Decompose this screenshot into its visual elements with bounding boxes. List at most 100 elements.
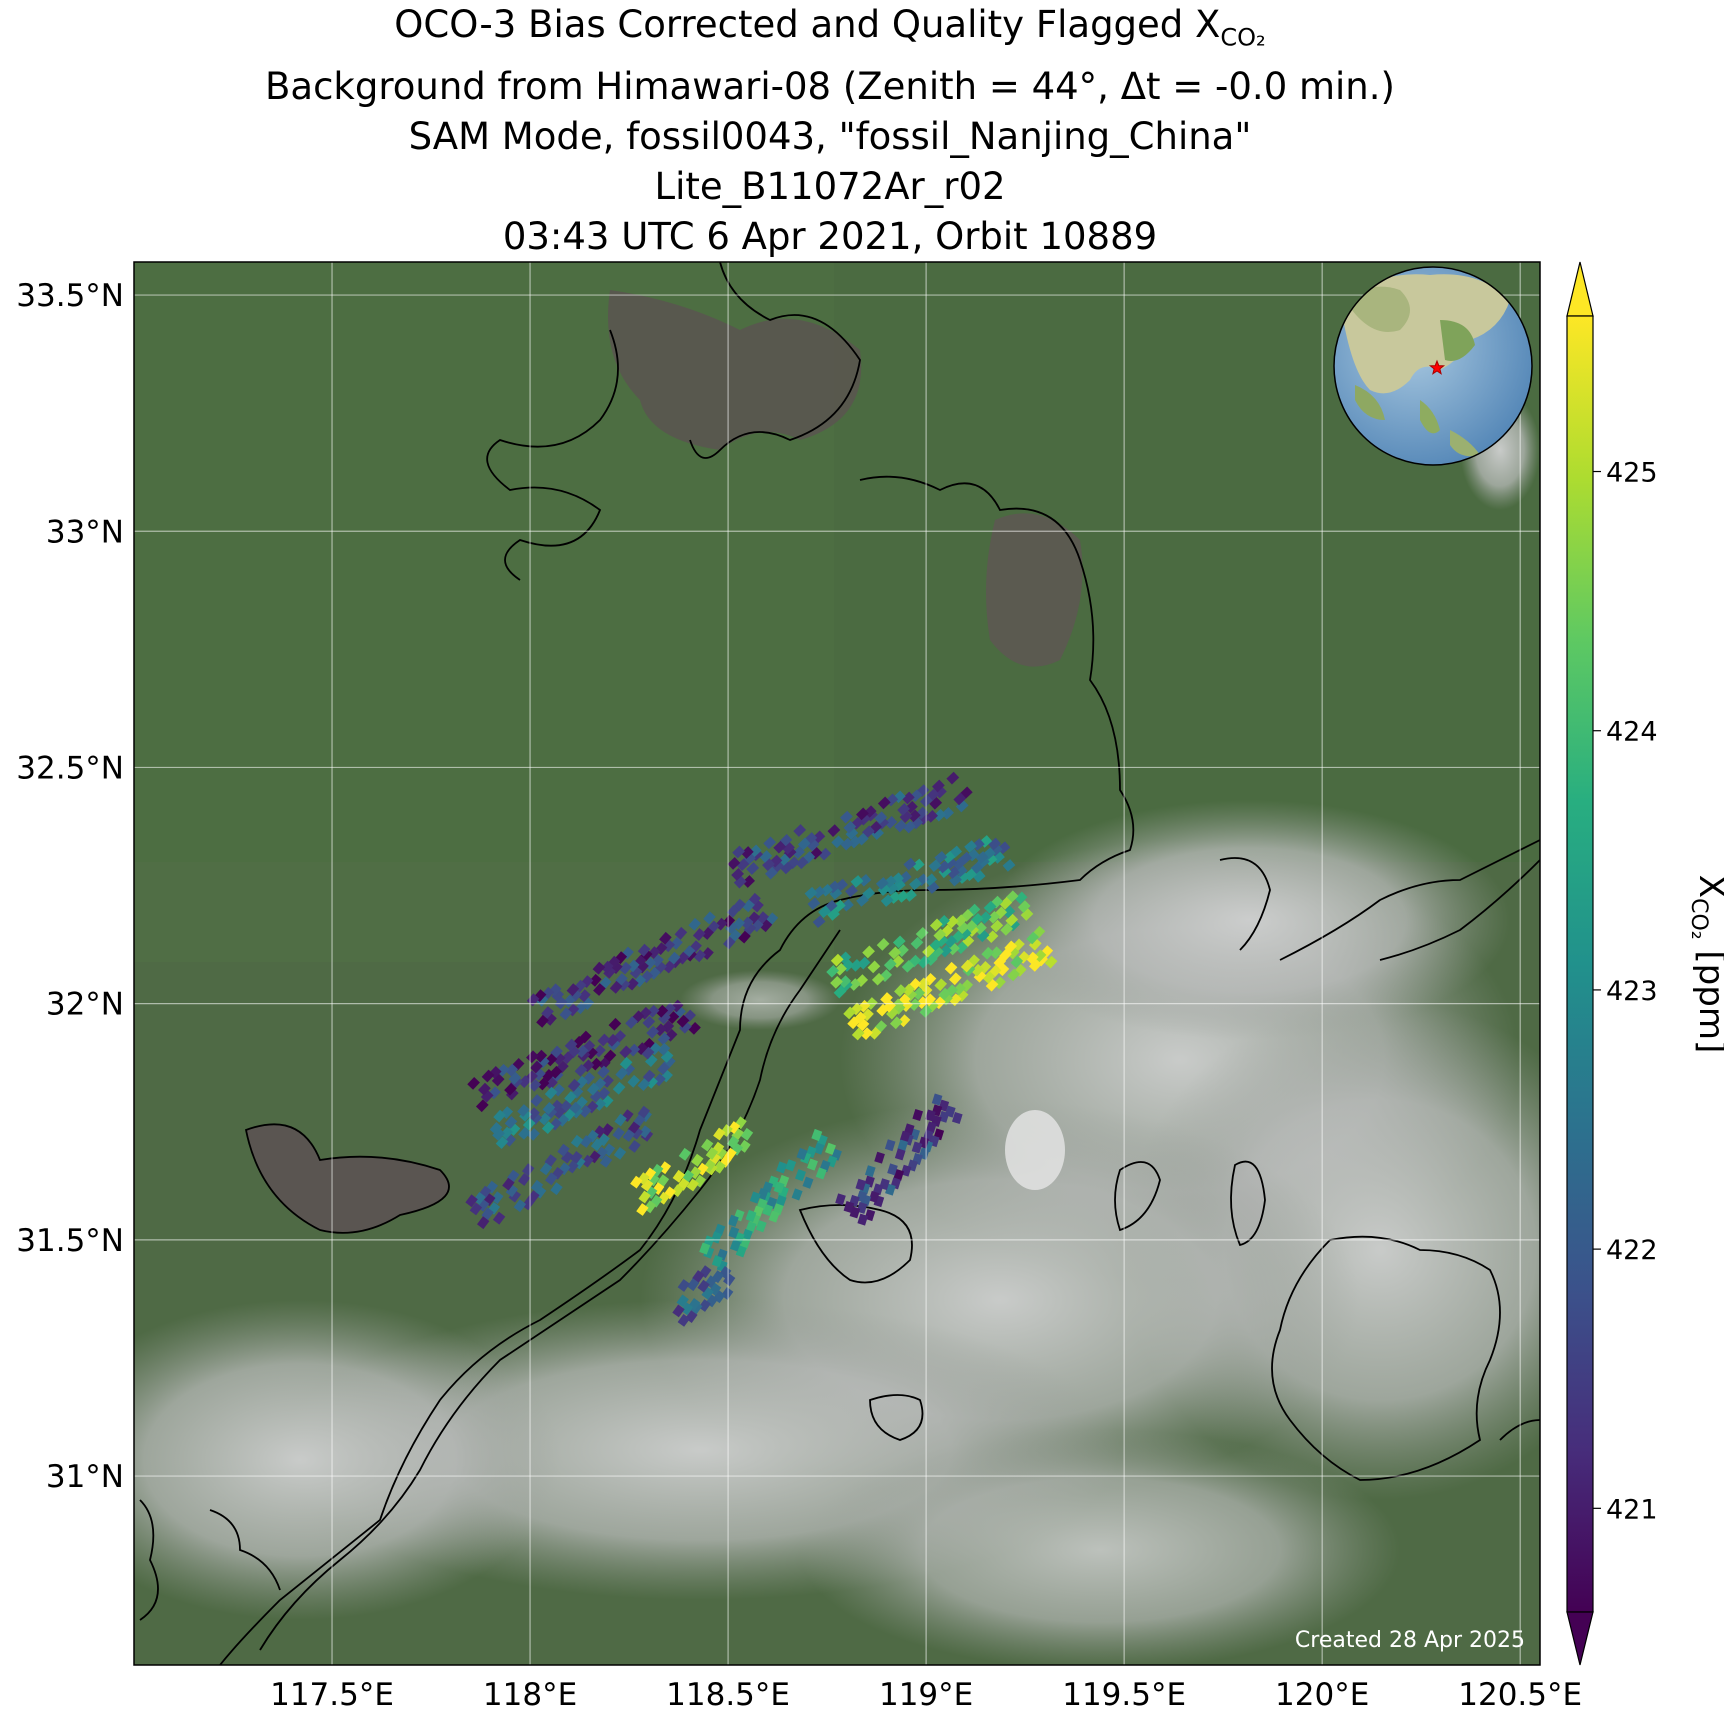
xco2-sounding-pixel [934,978,948,992]
xco2-sounding-pixel [985,978,999,992]
xco2-sounding-pixel [530,1179,544,1193]
xco2-sounding-pixel [802,1176,814,1189]
xco2-sounding-pixel [599,1154,613,1168]
xco2-sounding-pixel [941,806,954,820]
xco2-sounding-pixel [625,1016,638,1029]
xco2-sounding-pixel [830,975,843,989]
xco2-sounding-pixel [888,946,902,960]
xco2-sounding-pixel [729,1239,741,1252]
xco2-sounding-pixel [749,1191,761,1204]
xco2-sounding-pixel [597,1065,610,1079]
xco2-sounding-pixel [945,915,959,929]
xco2-sounding-pixel [644,1054,658,1067]
xco2-sounding-pixel [615,1067,629,1080]
xco2-sounding-pixel [608,1017,622,1031]
xco2-sounding-pixel [626,959,640,973]
xco2-sounding-pixel [505,1087,519,1101]
xco2-sounding-pixel [944,935,958,948]
xco2-sounding-pixel [829,887,843,900]
xco2-sounding-pixel [889,1016,903,1030]
xco2-sounding-pixel [926,881,940,894]
xco2-sounding-pixel [883,958,897,971]
xco2-sounding-pixel [612,1081,626,1095]
xco2-sounding-pixel [894,819,907,833]
xco2-sounding-pixel [554,996,568,1010]
xco2-sounding-pixel [615,973,628,986]
xco2-sounding-pixel [832,899,846,913]
xco2-sounding-pixel [841,898,854,912]
xco2-sounding-pixel [856,1190,868,1203]
xco2-sounding-pixel [642,1069,656,1083]
xco2-sounding-pixel [944,961,958,975]
xco2-sounding-pixel [932,779,945,793]
xco2-sounding-pixel [782,841,795,855]
xco2-sounding-pixel [909,877,922,891]
xco2-sounding-pixel [658,1011,671,1025]
longitude-tick-labels: 117.5°E 118°E 118.5°E 119°E 119.5°E 120°E 120.… [270,1677,1582,1710]
xco2-sounding-pixel [564,1038,578,1052]
plot-frame [133,261,1541,1666]
xco2-sounding-pixel [792,846,805,859]
xco2-sounding-pixel [910,936,924,950]
xco2-sounding-pixel [530,1060,543,1074]
xco2-sounding-pixel [544,1154,557,1168]
xco2-sounding-pixel [971,963,984,977]
xco2-sounding-pixel [826,964,839,978]
title-line-5: 03:43 UTC 6 Apr 2021, Orbit 10889 [502,215,1158,259]
xco2-sounding-pixel [892,935,906,949]
xco2-sounding-pixel [736,858,750,872]
xco2-sounding-pixel [972,870,986,883]
xco2-sounding-pixel [670,936,683,950]
xco2-sounding-pixel [807,1158,818,1171]
xco2-sounding-pixel [897,1139,909,1152]
xco2-sounding-pixel [676,1014,690,1028]
xco2-sounding-pixel [938,987,951,1001]
xco2-sounding-pixel [855,1178,867,1191]
xco2-sounding-pixel [993,955,1007,969]
xco2-sounding-pixel [530,1094,544,1107]
xco2-sounding-pixel [858,874,872,887]
xco2-sounding-pixel [588,973,602,987]
xco2-sounding-pixel [975,851,989,864]
xco2-sounding-pixel [954,864,968,878]
xco2-sounding-pixel [862,825,875,839]
xco2-sounding-pixel [622,1129,636,1142]
xco2-sounding-pixel [762,858,775,871]
xco2-sounding-pixel [867,960,881,974]
xco2-sounding-pixel [981,946,995,960]
xco2-sounding-pixel [740,846,754,859]
svg-text:XCO₂ [ppm]: XCO₂ [ppm] [1686,875,1724,1053]
xco2-sounding-pixel [613,1146,627,1160]
xco2-sounding-pixel [815,1167,827,1180]
xco2-sounding-pixel [756,911,769,925]
lon-tick-label: 120.5°E [1458,1677,1582,1710]
xco2-sounding-pixel [722,936,736,950]
xco2-sounding-pixel [813,1142,825,1155]
xco2-sounding-pixel [1028,959,1042,972]
xco2-sounding-pixel [698,1299,711,1312]
xco2-sounding-pixel [551,988,565,1002]
xco2-sounding-pixel [666,1011,680,1024]
colorbar-tick-label: 423 [1606,976,1658,1007]
xco2-sounding-pixel [691,1153,704,1167]
xco2-sounding-pixel [956,921,970,935]
xco2-sounding-pixel [982,971,996,984]
xco2-sounding-pixel [686,1278,700,1292]
xco2-sounding-pixel [1005,913,1019,927]
xco2-sounding-pixel [575,1045,589,1058]
xco2-sounding-pixel [989,946,1003,960]
xco2-sounding-pixel [641,1046,655,1060]
xco2-sounding-pixel [481,1207,494,1221]
xco2-sounding-pixel [791,1188,803,1201]
target-star-icon [1428,359,1446,375]
xco2-sounding-pixel [726,1135,740,1149]
xco2-sounding-pixel [856,807,869,821]
xco2-sounding-pixel [657,1042,671,1056]
xco2-sounding-pixel [574,1064,588,1077]
xco2-sounding-pixel [534,1049,548,1063]
satellite-background [134,262,1540,1665]
xco2-sounding-pixel [949,873,962,887]
xco2-sounding-pixel [755,1220,767,1233]
xco2-sounding-pixel [692,928,706,941]
xco2-sounding-pixel [476,1216,490,1230]
